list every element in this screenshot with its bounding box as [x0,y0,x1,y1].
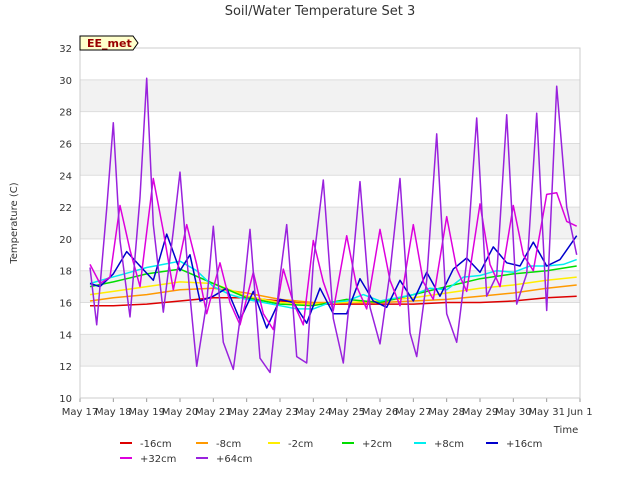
series-line-plus16cm [89,233,578,329]
legend-label: -8cm [216,439,241,450]
y-tick-label: 24 [59,171,72,182]
y-tick-label: 14 [59,330,72,341]
x-tick-label: May 27 [395,407,432,418]
x-tick-label: May 29 [462,407,499,418]
x-axis-label: Time [553,425,578,436]
x-tick-label: May 23 [262,407,299,418]
x-tick-label: May 19 [128,407,165,418]
y-tick-label: 16 [59,299,72,310]
series-line-minus16cm [90,295,577,307]
y-tick-label: 32 [59,44,72,55]
y-tick-label: 30 [59,76,72,87]
y-tick-label: 18 [59,267,72,278]
chart-title: Soil/Water Temperature Set 3 [225,4,416,19]
x-tick-label: May 21 [195,407,232,418]
x-tick-label: May 25 [328,407,365,418]
grid-band [80,143,580,176]
grid-band [80,175,580,208]
plot-frame [79,47,581,399]
legend-label: +2cm [362,439,392,450]
legend-label: -16cm [140,439,172,450]
y-axis-label: Temperature (C) [9,182,20,264]
y-tick-label: 26 [59,139,72,150]
y-tick-label: 10 [59,394,72,405]
x-tick-label: Jun 1 [566,407,592,418]
legend-label: +16cm [506,439,542,450]
x-tick-label: May 26 [362,407,399,418]
grid-band [80,48,580,80]
legend-label: +64cm [216,454,252,465]
legend-label: -2cm [288,439,313,450]
grid-band [80,111,580,144]
y-tick-label: 28 [59,108,72,119]
grid-band [80,334,580,367]
x-tick-label: May 18 [95,407,132,418]
legend: -16cm -8cm -2cm +2cm +8cm +16cm +32cm +64cm [120,439,542,465]
y-tick-label: 20 [59,235,72,246]
legend-label: +32cm [140,454,176,465]
x-tick-label: May 31 [528,407,565,418]
x-tick-label: May 17 [62,407,99,418]
x-tick-label: May 28 [428,407,465,418]
y-tick-label: 22 [59,203,72,214]
site-label: EE_met [87,37,132,50]
x-tick-label: May 24 [295,407,332,418]
grid-band [80,79,580,112]
legend-label: +8cm [434,439,464,450]
x-tick-label: May 20 [162,407,199,418]
series-line-plus32cm [89,177,578,331]
plot-bands [80,48,580,399]
site-label-box: EE_met [79,35,139,51]
x-tick-label: May 22 [228,407,265,418]
grid-band [80,366,580,398]
x-tick-label: May 30 [495,407,532,418]
series-lines [89,77,578,374]
y-axis-ticks: 10 12 14 16 18 20 22 24 26 28 30 32 [59,44,72,405]
y-tick-label: 12 [59,362,72,373]
series-line-plus64cm [89,77,578,374]
